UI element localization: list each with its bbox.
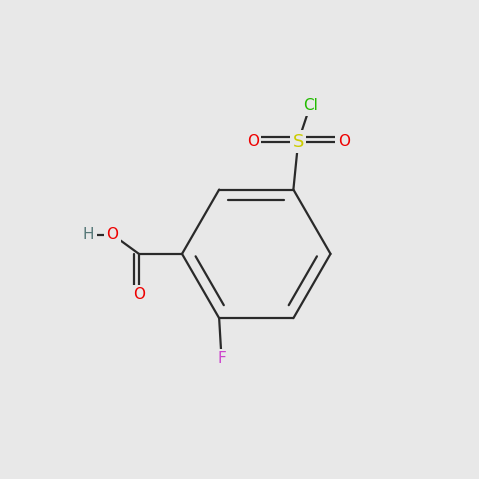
Text: O: O — [133, 287, 145, 302]
Text: O: O — [247, 134, 259, 149]
Text: S: S — [293, 133, 304, 151]
Text: Cl: Cl — [303, 98, 318, 113]
Text: O: O — [106, 227, 119, 242]
Text: F: F — [217, 352, 226, 366]
Text: O: O — [338, 134, 350, 149]
Text: H: H — [83, 227, 94, 242]
